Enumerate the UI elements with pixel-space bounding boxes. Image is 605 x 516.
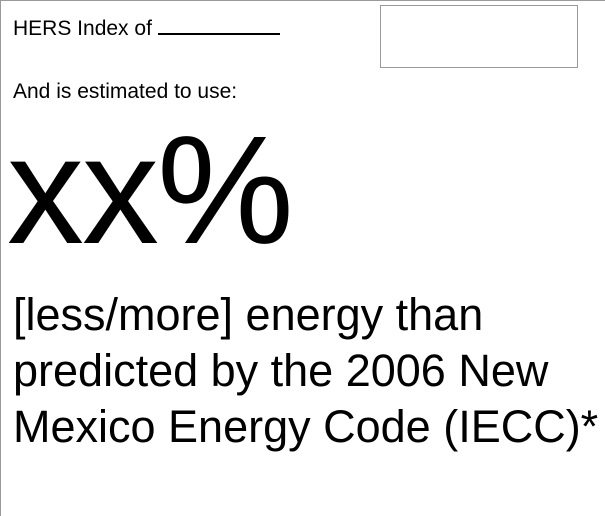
hers-score-box: [380, 5, 578, 68]
hers-index-blank: [157, 15, 280, 35]
hers-index-label: HERS Index of: [13, 17, 152, 40]
percent-value: xx%: [7, 104, 294, 276]
hers-index-line: HERS Index of: [13, 15, 280, 41]
energy-description: [less/more] energy than predicted by the…: [13, 289, 599, 452]
estimate-label: And is estimated to use:: [13, 80, 238, 103]
